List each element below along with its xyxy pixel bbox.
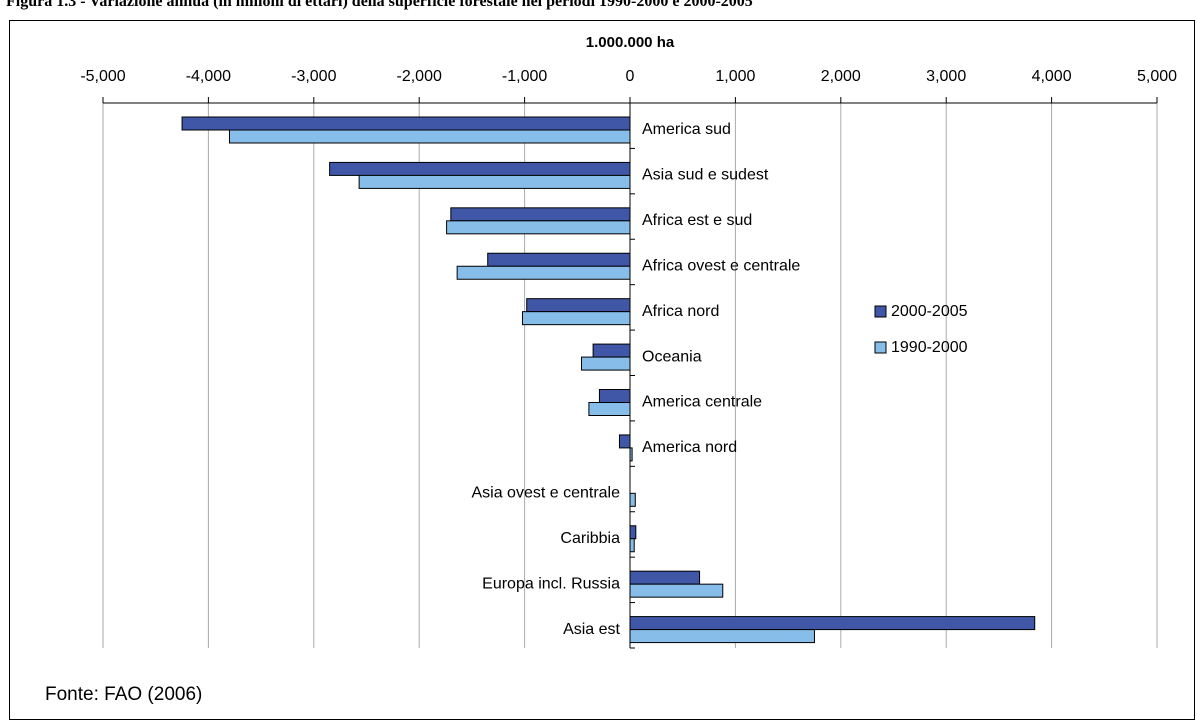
- x-tick-label: -4,000: [186, 68, 231, 85]
- legend-swatch: [874, 341, 887, 354]
- x-tick-label: -5,000: [80, 68, 125, 85]
- chart-title: 1.000.000 ha: [586, 34, 675, 51]
- bar: [581, 356, 631, 371]
- category-label: America nord: [642, 439, 737, 456]
- bar: [456, 265, 631, 280]
- x-tick-label: -1,000: [502, 68, 547, 85]
- source-note: Fonte: FAO (2006): [45, 684, 203, 705]
- bar: [629, 492, 636, 507]
- bar: [588, 402, 631, 416]
- x-tick-label: 5,000: [1137, 68, 1177, 85]
- figure-title: Figura 1.3 - Variazione annua (in milion…: [6, 0, 753, 10]
- category-label: Caribbia: [560, 530, 620, 547]
- legend-label: 2000-2005: [891, 303, 968, 320]
- category-label: Africa est e sud: [642, 212, 752, 229]
- bar: [618, 434, 631, 449]
- category-label: Asia est: [563, 621, 620, 638]
- category-label: America sud: [642, 121, 731, 138]
- legend-swatch: [874, 305, 887, 318]
- bar: [629, 525, 637, 540]
- x-tick-label: 0: [626, 68, 635, 85]
- bar: [446, 220, 631, 235]
- bar: [526, 298, 631, 313]
- bar: [329, 161, 631, 176]
- category-label: Africa ovest e centrale: [642, 257, 800, 274]
- bar: [629, 583, 724, 598]
- bar: [487, 252, 631, 267]
- bar: [450, 207, 631, 222]
- x-tick-label: -2,000: [397, 68, 442, 85]
- bar: [629, 616, 1036, 631]
- bar: [629, 570, 701, 585]
- x-tick-label: 2,000: [821, 68, 861, 85]
- bar: [592, 343, 631, 358]
- legend-label: 1990-2000: [891, 339, 968, 356]
- bar: [358, 174, 631, 189]
- category-label: Oceania: [642, 348, 702, 365]
- category-label: Asia sud e sudest: [642, 167, 769, 184]
- category-label: Europa incl. Russia: [482, 575, 620, 592]
- category-label: America centrale: [642, 394, 762, 411]
- x-tick-label: 3,000: [926, 68, 966, 85]
- bar: [181, 116, 631, 131]
- bar: [521, 311, 631, 326]
- bar: [629, 538, 635, 553]
- bar: [598, 389, 631, 403]
- x-tick-label: 1,000: [715, 68, 755, 85]
- category-label: Africa nord: [642, 303, 719, 320]
- bar: [629, 629, 815, 644]
- category-label: Asia ovest e centrale: [471, 485, 620, 502]
- x-tick-label: 4,000: [1032, 68, 1072, 85]
- x-tick-label: -3,000: [291, 68, 336, 85]
- bar: [228, 129, 631, 144]
